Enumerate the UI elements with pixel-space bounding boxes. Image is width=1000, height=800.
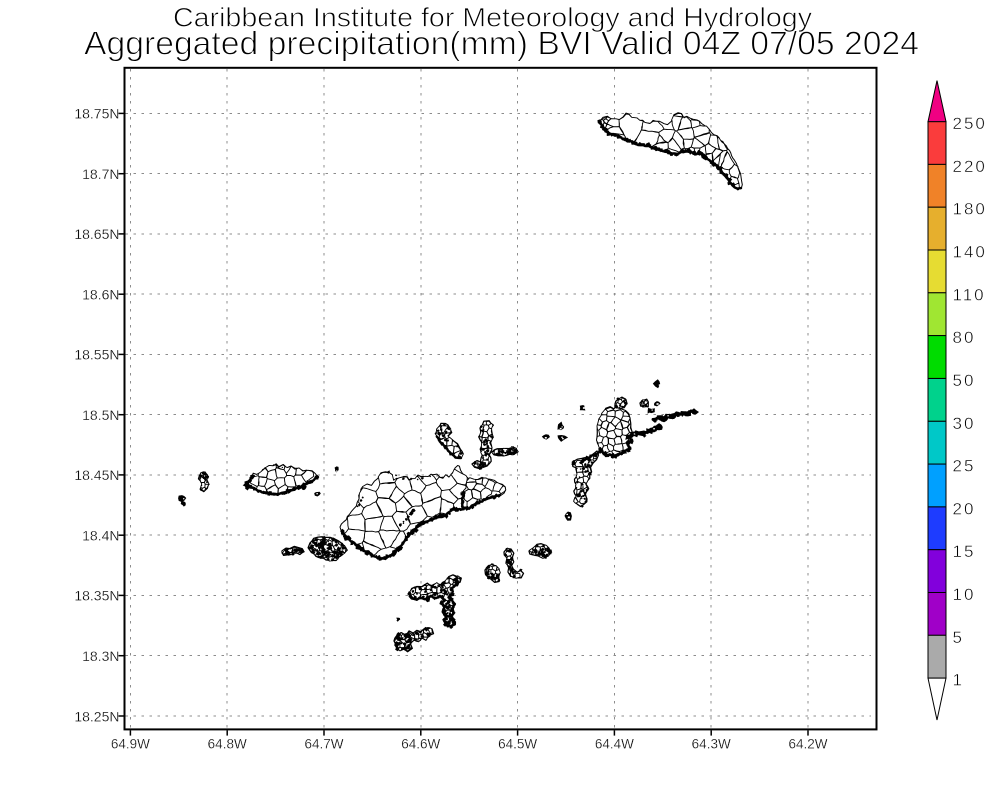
svg-text:18.25N: 18.25N [74,708,119,724]
svg-text:Aggregated precipitation(mm) B: Aggregated precipitation(mm) BVI Valid 0… [84,25,919,62]
svg-text:15: 15 [953,542,976,561]
svg-text:250: 250 [953,114,987,133]
svg-text:18.55N: 18.55N [74,347,119,363]
svg-text:64.3W: 64.3W [692,737,731,752]
svg-text:18.65N: 18.65N [74,226,119,242]
svg-text:25: 25 [953,457,976,476]
svg-text:18.3N: 18.3N [82,648,119,664]
svg-text:18.5N: 18.5N [82,407,119,423]
svg-text:64.8W: 64.8W [208,737,247,752]
svg-text:5: 5 [953,628,964,647]
svg-text:220: 220 [953,157,987,176]
svg-text:140: 140 [953,243,987,262]
svg-text:18.45N: 18.45N [74,467,119,483]
svg-text:18.75N: 18.75N [74,106,119,122]
svg-text:20: 20 [953,499,976,518]
svg-text:30: 30 [953,414,976,433]
svg-text:10: 10 [953,585,976,604]
svg-text:64.4W: 64.4W [595,737,634,752]
svg-text:64.6W: 64.6W [401,737,440,752]
svg-text:1: 1 [953,671,964,690]
svg-text:50: 50 [953,371,976,390]
svg-text:18.35N: 18.35N [74,588,119,604]
svg-text:64.9W: 64.9W [111,737,150,752]
svg-text:64.5W: 64.5W [498,737,537,752]
svg-text:Caribbean Institute for Meteor: Caribbean Institute for Meteorology and … [173,3,813,33]
svg-text:64.2W: 64.2W [788,737,827,752]
svg-text:18.6N: 18.6N [82,287,119,303]
svg-text:18.7N: 18.7N [82,166,119,182]
svg-text:110: 110 [953,285,986,304]
svg-text:18.4N: 18.4N [82,528,119,544]
svg-text:64.7W: 64.7W [304,737,343,752]
svg-text:80: 80 [953,328,976,347]
svg-text:180: 180 [953,200,987,219]
